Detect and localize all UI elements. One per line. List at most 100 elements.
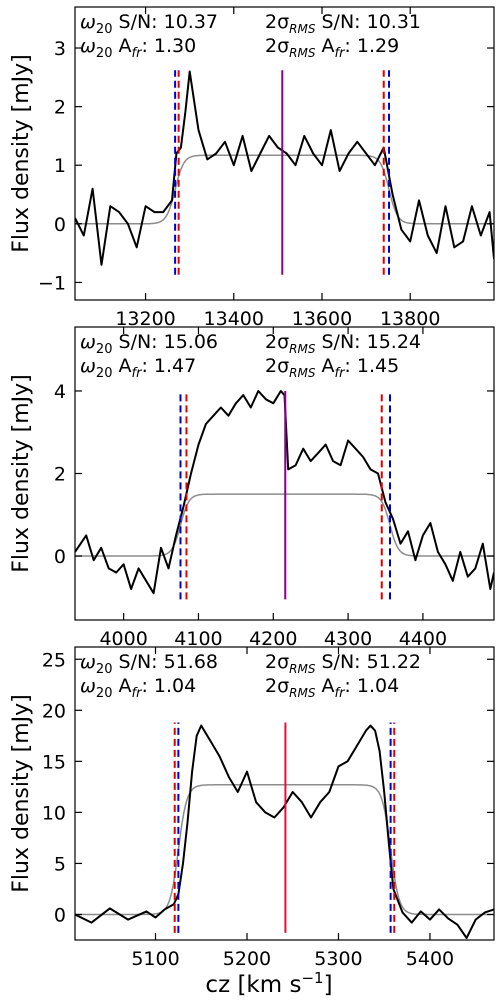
omega-subscript: 20 <box>96 22 113 37</box>
annotation-value: 1.04 <box>357 675 399 697</box>
omega-symbol: ω <box>80 651 96 673</box>
spectrum-line <box>75 390 494 595</box>
omega-symbol: ω <box>80 331 96 353</box>
annotation-label: S/N: <box>112 11 163 33</box>
w20-afr-annotation: ω20 Afr: 1.30 <box>80 35 196 61</box>
annotation-tail: : <box>344 675 356 697</box>
x-tick-label: 13200 <box>115 308 175 330</box>
omega-subscript: 20 <box>96 662 113 677</box>
annotation-value: 10.31 <box>367 11 421 33</box>
x-tick-label: 5400 <box>406 948 454 970</box>
x-axis-label-text: cz [km s <box>205 972 301 998</box>
afr-subscript: fr <box>132 366 144 381</box>
panel-3: 5100 5200 5300 5400 0 5 10 15 20 25 Flux density [… <box>9 646 495 970</box>
y-tick-label: 0 <box>54 214 66 236</box>
x-tick-label: 5200 <box>223 948 271 970</box>
annotation-label: A <box>315 675 334 697</box>
sigma-subscript: RMS <box>289 366 316 380</box>
annotation-tail: : <box>141 35 153 57</box>
omega-subscript: 20 <box>96 342 113 357</box>
afr-subscript: fr <box>335 46 347 61</box>
plot-area <box>75 722 494 939</box>
omega-subscript: 20 <box>96 366 113 381</box>
omega-symbol: ω <box>80 355 96 377</box>
omega-symbol: ω <box>80 11 96 33</box>
y-tick-label: 15 <box>42 751 66 773</box>
sigma-symbol: 2σ <box>265 331 289 353</box>
y-tick-label: 25 <box>42 649 66 671</box>
rms-afr-annotation: 2σRMS Afr: 1.04 <box>265 675 399 701</box>
x-tick-label: 4000 <box>99 628 147 650</box>
x-tick-label: 13400 <box>204 308 264 330</box>
annotation-label: A <box>112 355 131 377</box>
annotation-tail: : <box>141 675 153 697</box>
x-tick-label: 5300 <box>314 948 362 970</box>
omega-symbol: ω <box>80 35 96 57</box>
x-axis-label-tail: ] <box>324 972 333 998</box>
rms-sn-annotation: 2σRMS S/N: 51.22 <box>265 651 421 676</box>
annotation-label: A <box>315 355 334 377</box>
annotation-value: 1.45 <box>357 355 399 377</box>
y-tick-label: 20 <box>42 700 66 722</box>
x-tick-label: 4400 <box>399 628 447 650</box>
plot-area <box>75 390 494 600</box>
y-axis-label: Flux density [mJy] <box>9 54 34 252</box>
spectrum-line <box>75 70 494 266</box>
y-tick-label: 3 <box>54 38 66 60</box>
w20-sn-annotation: ω20 S/N: 51.68 <box>80 651 218 677</box>
x-tick-label: 4300 <box>324 628 372 650</box>
sigma-subscript: RMS <box>289 46 316 60</box>
afr-subscript: fr <box>132 46 144 61</box>
annotation-value: 51.68 <box>164 651 218 673</box>
omega-subscript: 20 <box>96 46 113 61</box>
omega-subscript: 20 <box>96 686 113 701</box>
afr-subscript: fr <box>335 366 347 381</box>
w20-sn-annotation: ω20 S/N: 10.37 <box>80 11 218 37</box>
w20-afr-annotation: ω20 Afr: 1.47 <box>80 355 196 381</box>
x-tick-label: 4200 <box>249 628 297 650</box>
rms-sn-annotation: 2σRMS S/N: 15.24 <box>265 331 421 356</box>
axes-frame <box>74 646 495 941</box>
rms-sn-annotation: 2σRMS S/N: 10.31 <box>265 11 421 36</box>
annotation-label: S/N: <box>315 651 366 673</box>
y-tick-label: 0 <box>54 546 66 568</box>
panel-2: 4000 4100 4200 4300 4400 0 2 4 Flux density [mJy… <box>9 326 495 650</box>
axes-frame <box>74 6 495 301</box>
annotation-value: 15.24 <box>367 331 421 353</box>
y-tick-label: 10 <box>42 802 66 824</box>
annotation-value: 1.04 <box>154 675 196 697</box>
sigma-symbol: 2σ <box>265 675 289 697</box>
sigma-subscript: RMS <box>289 686 316 700</box>
y-tick-label: 2 <box>54 464 66 486</box>
omega-symbol: ω <box>80 675 96 697</box>
annotation-label: S/N: <box>315 331 366 353</box>
y-axis-label: Flux density [mJy] <box>9 374 34 572</box>
sigma-symbol: 2σ <box>265 35 289 57</box>
x-tick-label: 13800 <box>380 308 440 330</box>
annotation-value: 15.06 <box>164 331 218 353</box>
rms-afr-annotation: 2σRMS Afr: 1.29 <box>265 35 399 61</box>
annotation-value: 1.47 <box>154 355 196 377</box>
panel-1: 13200 13400 13600 13800 −1 0 1 2 3 Flux density [… <box>9 6 495 330</box>
sigma-symbol: 2σ <box>265 11 289 33</box>
x-axis-label: cz [km s−1] <box>205 969 332 998</box>
rms-afr-annotation: 2σRMS Afr: 1.45 <box>265 355 399 381</box>
model-profile-line <box>75 154 494 225</box>
annotation-tail: : <box>344 355 356 377</box>
x-tick-label: 5100 <box>131 948 179 970</box>
annotation-value: 51.22 <box>367 651 421 673</box>
annotation-label: A <box>315 35 334 57</box>
y-axis-label: Flux density [mJy] <box>9 694 34 892</box>
w20-afr-annotation: ω20 Afr: 1.04 <box>80 675 196 701</box>
y-tick-label: 1 <box>54 155 66 177</box>
sigma-symbol: 2σ <box>265 651 289 673</box>
sigma-subscript: RMS <box>289 22 316 36</box>
annotation-tail: : <box>344 35 356 57</box>
annotation-value: 1.29 <box>357 35 399 57</box>
x-axis-label-exponent: −1 <box>301 969 323 987</box>
sigma-subscript: RMS <box>289 342 316 356</box>
sigma-subscript: RMS <box>289 662 316 676</box>
plot-area <box>75 70 494 275</box>
afr-subscript: fr <box>132 686 144 701</box>
annotation-label: S/N: <box>112 651 163 673</box>
